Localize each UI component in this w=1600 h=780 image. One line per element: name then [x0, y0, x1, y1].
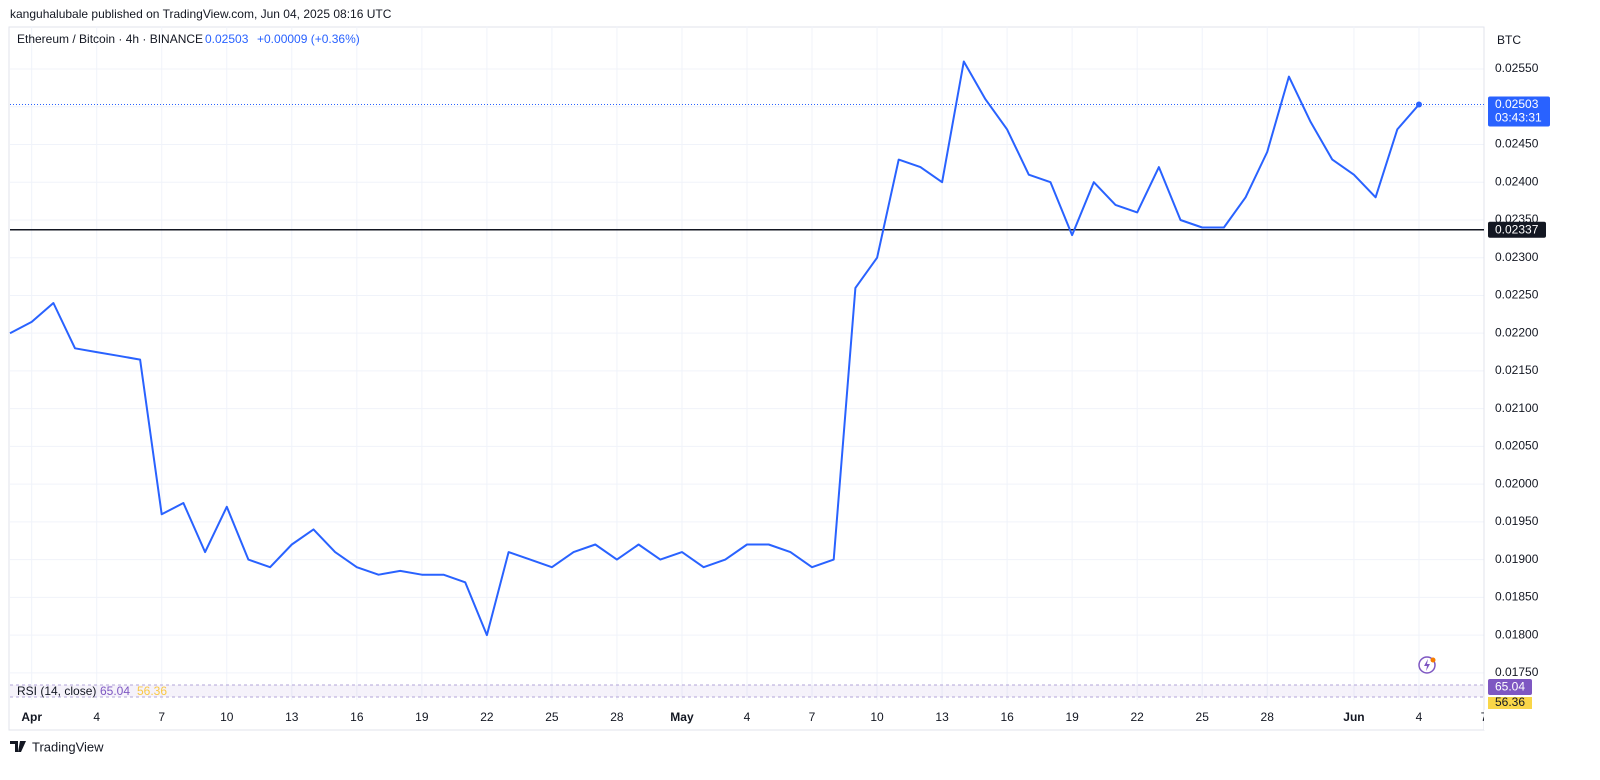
currency: BTC	[1497, 33, 1521, 47]
y-tick-label: 0.02550	[1495, 61, 1539, 75]
x-tick-label: 16	[1000, 710, 1014, 724]
hline-label: 0.02337	[1495, 222, 1539, 236]
y-tick-label: 0.01850	[1495, 590, 1539, 604]
x-tick-label: 13	[285, 710, 299, 724]
x-tick-label: 25	[1196, 710, 1210, 724]
x-tick-label: 28	[1261, 710, 1275, 724]
x-tick-label: 7	[809, 710, 816, 724]
rsi-value-legend: 65.04	[100, 684, 130, 698]
x-tick-label: 16	[350, 710, 364, 724]
price-line	[9, 60, 1420, 637]
y-tick-label: 0.02300	[1495, 250, 1539, 264]
x-tick-label: 13	[935, 710, 949, 724]
x-tick-label: 7	[158, 710, 165, 724]
y-tick-label: 0.02250	[1495, 288, 1539, 302]
y-tick-label: 0.02400	[1495, 174, 1539, 188]
x-tick-label: 4	[93, 710, 100, 724]
rsi-value-axis: 65.04	[1495, 680, 1525, 694]
rsi-band	[10, 685, 1484, 697]
x-tick-label: 10	[870, 710, 884, 724]
x-tick-label: 22	[480, 710, 494, 724]
price-label: 0.02503	[1495, 97, 1539, 111]
x-tick-label: 28	[610, 710, 624, 724]
x-tick-label: 25	[545, 710, 559, 724]
y-tick-label: 0.02200	[1495, 325, 1539, 339]
countdown: 03:43:31	[1495, 111, 1542, 125]
tv-logo: TradingView	[10, 739, 104, 754]
legend-price: 0.02503	[205, 32, 249, 46]
x-tick-label: 10	[220, 710, 234, 724]
x-tick-label: 19	[415, 710, 429, 724]
y-tick-label: 0.01800	[1495, 627, 1539, 641]
x-tick-label: 22	[1130, 710, 1144, 724]
y-tick-label: 0.02450	[1495, 137, 1539, 151]
grid	[10, 26, 1485, 700]
last-point	[1415, 101, 1422, 108]
lightning-icon	[1418, 656, 1436, 674]
legend-change: +0.00009 (+0.36%)	[257, 32, 360, 46]
y-tick-label: 0.02050	[1495, 439, 1539, 453]
x-tick-label: 4	[744, 710, 751, 724]
price-label-bg	[1488, 96, 1550, 127]
byline: kanguhalubale published on TradingView.c…	[10, 7, 392, 21]
rsi-label: RSI (14, close)	[17, 684, 96, 698]
rsi-ma-legend: 56.36	[137, 684, 167, 698]
rsi-ma-axis: 56.36	[1495, 695, 1525, 709]
x-tick-label: May	[670, 710, 694, 724]
rsi-ma-tag	[1488, 697, 1532, 709]
x-tick-label: 4	[1416, 710, 1423, 724]
brand: TradingView	[32, 739, 104, 754]
x-tick-label: Jun	[1343, 710, 1364, 724]
y-tick-label: 0.02100	[1495, 401, 1539, 415]
y-tick-label: 0.01950	[1495, 514, 1539, 528]
x-tick-label: Apr	[21, 710, 42, 724]
y-tick-label: 0.01900	[1495, 552, 1539, 566]
y-tick-label: 0.02150	[1495, 363, 1539, 377]
x-tick-label: 19	[1065, 710, 1079, 724]
symbol: Ethereum / Bitcoin · 4h · BINANCE	[17, 32, 203, 46]
hline-label-bg	[1488, 221, 1546, 238]
y-tick-label: 0.02000	[1495, 476, 1539, 490]
rsi-value-tag	[1488, 679, 1532, 695]
axis-bottom-mask	[1484, 710, 1600, 730]
y-tick-label: 0.01750	[1495, 665, 1539, 679]
